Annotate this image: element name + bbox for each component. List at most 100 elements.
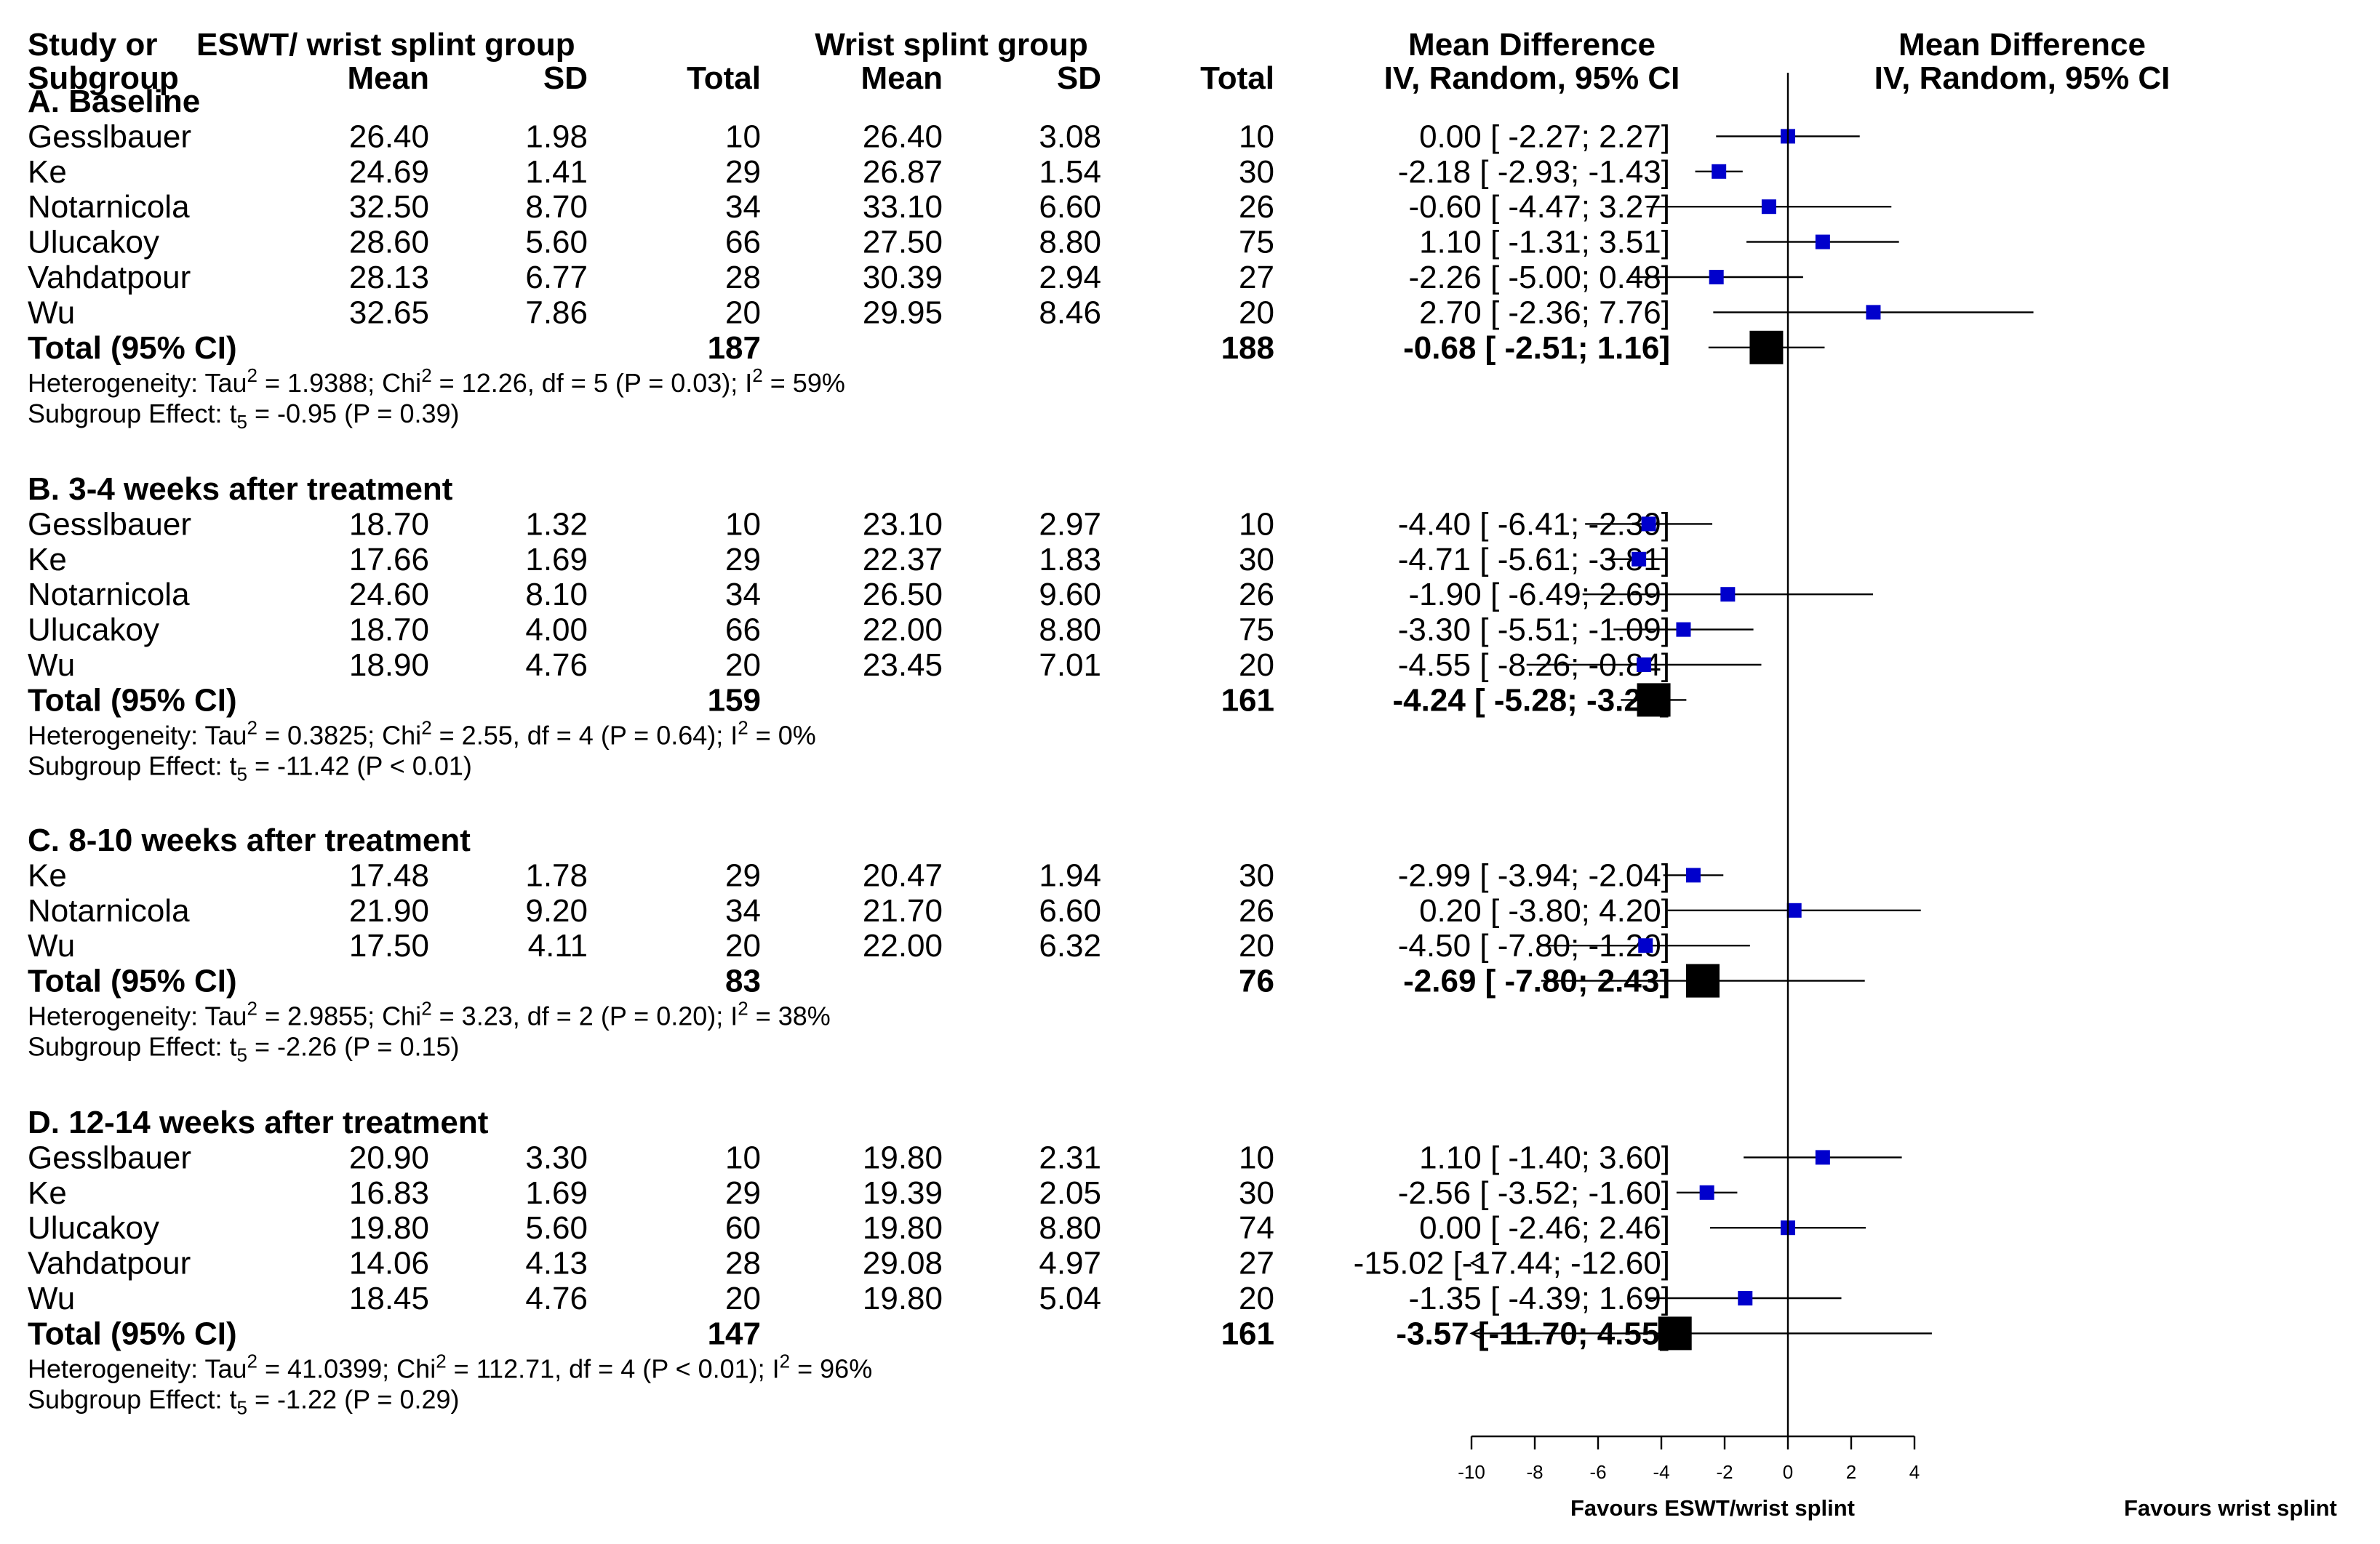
header-md-method: IV, Random, 95% CI xyxy=(1384,60,1680,96)
table-text: Study or Subgroup ESWT/ wrist splint gro… xyxy=(28,27,2337,1521)
splint-sd: 1.83 xyxy=(1039,542,1101,577)
eswt-total: 66 xyxy=(725,225,761,260)
eswt-mean: 32.65 xyxy=(349,295,429,330)
splint-mean: 29.95 xyxy=(863,295,943,330)
splint-total: 20 xyxy=(1239,647,1274,683)
eswt-total: 10 xyxy=(725,506,761,542)
splint-total: 10 xyxy=(1239,119,1274,154)
mean-difference-ci: 0.00 [ -2.27; 2.27] xyxy=(1419,119,1670,154)
eswt-mean: 18.45 xyxy=(349,1281,429,1316)
eswt-sd: 8.70 xyxy=(525,189,588,225)
splint-sd: 1.54 xyxy=(1039,154,1101,190)
splint-total: 27 xyxy=(1239,260,1274,295)
mean-difference-ci: 0.20 [ -3.80; 4.20] xyxy=(1419,893,1670,929)
subgroup-effect-text: Subgroup Effect: t5 = -2.26 (P = 0.15) xyxy=(28,1032,460,1066)
splint-mean: 19.80 xyxy=(863,1210,943,1246)
heterogeneity-text: Heterogeneity: Tau2 = 41.0399; Chi2 = 11… xyxy=(28,1350,872,1383)
eswt-mean: 32.50 xyxy=(349,189,429,225)
eswt-mean: 28.60 xyxy=(349,225,429,260)
eswt-sd: 3.30 xyxy=(525,1140,588,1175)
eswt-sd: 1.32 xyxy=(525,506,588,542)
eswt-total: 29 xyxy=(725,154,761,190)
eswt-sd: 4.76 xyxy=(525,647,588,683)
total-label: Total (95% CI) xyxy=(28,682,237,718)
study-name: Ke xyxy=(28,857,67,893)
eswt-total: 34 xyxy=(725,189,761,225)
eswt-sd: 4.11 xyxy=(528,928,588,964)
splint-sd: 3.08 xyxy=(1039,119,1101,154)
splint-mean: 19.80 xyxy=(863,1281,943,1316)
study-point xyxy=(1712,164,1727,179)
splint-total: 26 xyxy=(1239,577,1274,612)
header-eswt-group: ESWT/ wrist splint group xyxy=(196,27,575,63)
heterogeneity-text: Heterogeneity: Tau2 = 0.3825; Chi2 = 2.5… xyxy=(28,716,816,750)
splint-total: 27 xyxy=(1239,1246,1274,1281)
total-point xyxy=(1637,683,1671,717)
splint-total: 30 xyxy=(1239,542,1274,577)
header-plot-title: Mean Difference xyxy=(1898,27,2146,63)
splint-total: 75 xyxy=(1239,225,1274,260)
eswt-total: 29 xyxy=(725,1175,761,1211)
mean-difference-ci: -2.18 [ -2.93; -1.43] xyxy=(1398,154,1670,190)
heterogeneity-text: Heterogeneity: Tau2 = 1.9388; Chi2 = 12.… xyxy=(28,364,845,398)
eswt-sd: 4.13 xyxy=(525,1246,588,1281)
eswt-total: 34 xyxy=(725,577,761,612)
mean-difference-ci: 1.10 [ -1.31; 3.51] xyxy=(1419,225,1670,260)
header-study-or: Study or xyxy=(28,27,157,63)
splint-mean: 30.39 xyxy=(863,260,943,295)
eswt-sd: 5.60 xyxy=(525,225,588,260)
eswt-total: 66 xyxy=(725,612,761,648)
eswt-mean: 26.40 xyxy=(349,119,429,154)
total-label: Total (95% CI) xyxy=(28,964,237,999)
splint-total: 30 xyxy=(1239,857,1274,893)
subgroup-effect-text: Subgroup Effect: t5 = -1.22 (P = 0.29) xyxy=(28,1384,460,1418)
study-point xyxy=(1738,1291,1753,1305)
total-label: Total (95% CI) xyxy=(28,1316,237,1351)
splint-sd: 6.60 xyxy=(1039,189,1101,225)
eswt-sd: 9.20 xyxy=(525,893,588,929)
eswt-total: 20 xyxy=(725,928,761,964)
splint-sd: 5.04 xyxy=(1039,1281,1101,1316)
subgroup-title: B. 3-4 weeks after treatment xyxy=(28,471,453,507)
study-name: Notarnicola xyxy=(28,189,190,225)
mean-difference-ci: -0.60 [ -4.47; 3.27] xyxy=(1408,189,1670,225)
x-axis-tick-label: -10 xyxy=(1458,1461,1485,1483)
splint-mean: 20.47 xyxy=(863,857,943,893)
study-point xyxy=(1786,903,1802,918)
splint-total-sum: 161 xyxy=(1221,1316,1274,1351)
x-axis-tick-label: 2 xyxy=(1846,1461,1856,1483)
splint-total: 10 xyxy=(1239,506,1274,542)
eswt-sd: 6.77 xyxy=(525,260,588,295)
splint-mean: 33.10 xyxy=(863,189,943,225)
splint-total-sum: 188 xyxy=(1221,330,1274,366)
splint-mean: 23.45 xyxy=(863,647,943,683)
splint-mean: 23.10 xyxy=(863,506,943,542)
header-splint-mean: Mean xyxy=(861,60,943,96)
splint-sd: 2.97 xyxy=(1039,506,1101,542)
eswt-mean: 18.70 xyxy=(349,506,429,542)
subgroup-title: C. 8-10 weeks after treatment xyxy=(28,823,471,858)
eswt-total: 28 xyxy=(725,1246,761,1281)
splint-mean: 26.50 xyxy=(863,577,943,612)
splint-sd: 2.31 xyxy=(1039,1140,1101,1175)
heterogeneity-text: Heterogeneity: Tau2 = 2.9855; Chi2 = 3.2… xyxy=(28,998,831,1031)
total-mean-difference-ci: -0.68 [ -2.51; 1.16] xyxy=(1403,330,1670,366)
eswt-total: 20 xyxy=(725,647,761,683)
eswt-mean: 17.66 xyxy=(349,542,429,577)
eswt-sd: 1.41 xyxy=(525,154,588,190)
header-plot-method: IV, Random, 95% CI xyxy=(1874,60,2171,96)
study-name: Ulucakoy xyxy=(28,1210,159,1246)
study-point xyxy=(1685,868,1701,883)
eswt-sd: 5.60 xyxy=(525,1210,588,1246)
eswt-total: 29 xyxy=(725,542,761,577)
splint-sd: 2.05 xyxy=(1039,1175,1101,1211)
study-point xyxy=(1699,1185,1714,1200)
eswt-total-sum: 159 xyxy=(708,682,761,718)
splint-mean: 27.50 xyxy=(863,225,943,260)
eswt-mean: 20.90 xyxy=(349,1140,429,1175)
eswt-sd: 7.86 xyxy=(525,295,588,330)
study-name: Gesslbauer xyxy=(28,1140,191,1175)
eswt-total: 20 xyxy=(725,295,761,330)
eswt-sd: 1.78 xyxy=(525,857,588,893)
